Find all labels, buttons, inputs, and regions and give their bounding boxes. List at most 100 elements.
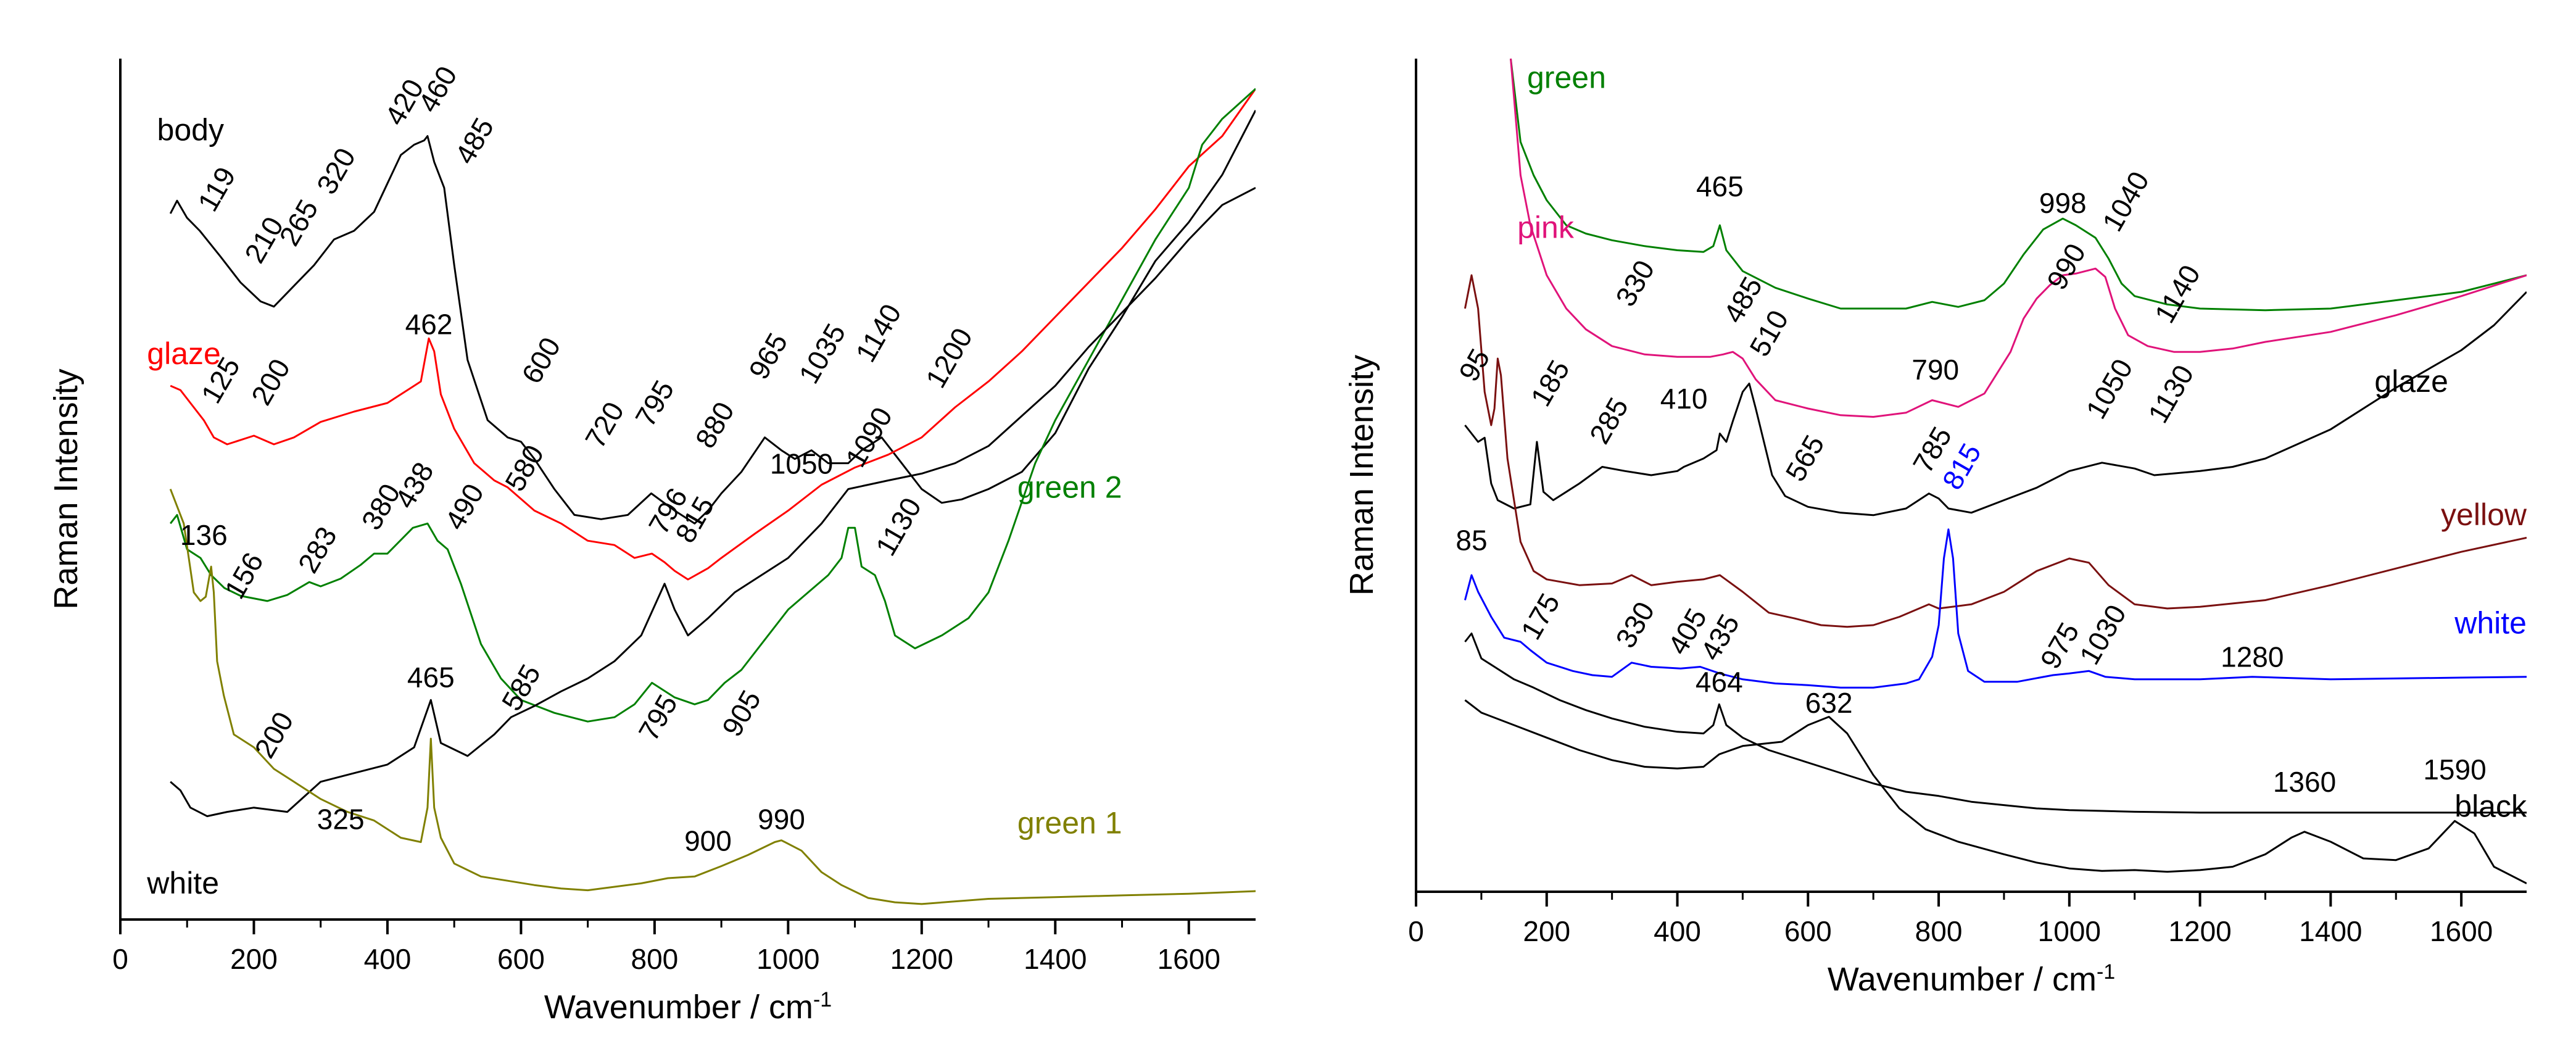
x-tick-label: 0 bbox=[1408, 915, 1424, 947]
series-line-green bbox=[1510, 58, 2527, 312]
peak-label: 465 bbox=[1696, 170, 1744, 202]
series-line-green-2 bbox=[170, 88, 1256, 723]
peak-label: 965 bbox=[742, 328, 793, 384]
series-label-green-1: green 1 bbox=[1017, 806, 1122, 841]
x-tick-label: 1200 bbox=[2168, 915, 2231, 947]
x-tick-label: 600 bbox=[1784, 915, 1832, 947]
peak-label: 1035 bbox=[792, 318, 851, 389]
peak-label: 156 bbox=[218, 547, 269, 604]
series-line-pink bbox=[1510, 58, 2527, 418]
peak-label: 1280 bbox=[2221, 641, 2284, 673]
x-tick-label: 800 bbox=[631, 943, 679, 975]
peak-label: 410 bbox=[1660, 383, 1708, 415]
peak-label: 465 bbox=[407, 661, 455, 693]
peak-label: 880 bbox=[689, 396, 740, 453]
peak-label: 1090 bbox=[839, 402, 898, 473]
peak-label: 320 bbox=[310, 143, 362, 199]
peak-label: 462 bbox=[405, 308, 453, 340]
peak-label: 990 bbox=[758, 803, 805, 836]
right-panel: 0 200 400 600 800 1000 1200 1400 1600 Wavenumber … bbox=[1343, 58, 2527, 998]
peak-label: 795 bbox=[629, 375, 680, 431]
peak-label: 136 bbox=[180, 519, 228, 551]
peak-label: 1140 bbox=[849, 299, 907, 368]
peak-label: 85 bbox=[1456, 525, 1487, 557]
x-tick-label: 1600 bbox=[1158, 943, 1220, 975]
peak-label: 330 bbox=[1609, 255, 1660, 312]
x-tick-label: 1400 bbox=[1024, 943, 1087, 975]
x-tick-label: 1600 bbox=[2430, 915, 2493, 947]
peak-label: 485 bbox=[449, 112, 500, 169]
series-label-yellow: yellow bbox=[2441, 497, 2527, 532]
peak-label: 460 bbox=[412, 60, 463, 117]
left-panel: 0 200 400 600 800 1000 1200 1400 1600 Wavenumber … bbox=[48, 59, 1256, 1026]
x-tick-label: 1400 bbox=[2299, 915, 2362, 947]
peak-label: 1040 bbox=[2096, 166, 2155, 237]
peak-label: 1050 bbox=[2079, 354, 2139, 425]
series-label-glaze: glaze bbox=[2374, 364, 2448, 399]
series-line-black bbox=[1464, 633, 2527, 814]
x-tick-label: 1200 bbox=[890, 943, 953, 975]
peak-label: 1590 bbox=[2423, 754, 2486, 786]
peak-label: 565 bbox=[1779, 430, 1830, 486]
peak-label: 95 bbox=[1452, 343, 1496, 386]
x-tick-label: 600 bbox=[497, 943, 545, 975]
x-tick-label: 1000 bbox=[756, 943, 819, 975]
peak-label: 1360 bbox=[2273, 766, 2336, 798]
series-label-glaze: glaze bbox=[147, 336, 221, 371]
peak-label: 1200 bbox=[919, 322, 979, 393]
series-line-green-1 bbox=[169, 488, 1256, 905]
series-line-white bbox=[1464, 528, 2527, 689]
peak-label: 464 bbox=[1696, 666, 1743, 698]
peak-label: 330 bbox=[1609, 596, 1660, 653]
peak-label: 285 bbox=[1583, 392, 1634, 449]
peak-label: 905 bbox=[716, 685, 767, 742]
peak-label: 200 bbox=[248, 706, 299, 763]
peak-label: 490 bbox=[439, 478, 490, 535]
peak-label: 900 bbox=[684, 824, 732, 857]
y-axis-title: Raman Intensity bbox=[1343, 355, 1380, 596]
x-tick-label: 200 bbox=[230, 943, 278, 975]
x-tick-label: 800 bbox=[1915, 915, 1963, 947]
peak-label: 580 bbox=[499, 439, 550, 496]
peak-label: 720 bbox=[579, 396, 630, 453]
x-tick-label: 1000 bbox=[2038, 915, 2101, 947]
series-label-white: white bbox=[2454, 606, 2527, 641]
peak-label: 632 bbox=[1805, 687, 1853, 719]
peak-label: 790 bbox=[1911, 354, 1959, 386]
series-line-glaze bbox=[170, 88, 1256, 581]
series-line-body bbox=[169, 110, 1256, 525]
peak-label: 998 bbox=[2039, 187, 2087, 219]
series-line-yellow bbox=[1464, 274, 2527, 628]
series-line-glaze bbox=[1464, 291, 2527, 517]
x-tick-label: 200 bbox=[1523, 915, 1570, 947]
peak-label: 119 bbox=[191, 162, 242, 217]
peak-label: 175 bbox=[1515, 588, 1566, 645]
series-label-body: body bbox=[157, 113, 224, 147]
peak-label: 1140 bbox=[2148, 259, 2206, 328]
peak-label: 1130 bbox=[2142, 359, 2200, 428]
x-axis-title: Wavenumber / cm-1 bbox=[1828, 960, 2115, 998]
x-axis-title-superscript: -1 bbox=[813, 988, 832, 1011]
x-axis-title-superscript: -1 bbox=[2097, 960, 2115, 984]
x-tick-label: 0 bbox=[112, 943, 128, 975]
x-tick-label: 400 bbox=[364, 943, 412, 975]
peak-label: 325 bbox=[317, 803, 365, 836]
y-axis-title: Raman Intensity bbox=[48, 368, 85, 609]
series-label-green-2: green 2 bbox=[1017, 470, 1122, 504]
x-axis-title: Wavenumber / cm-1 bbox=[544, 988, 832, 1026]
peak-label: 1050 bbox=[770, 447, 833, 480]
peak-label: 600 bbox=[515, 332, 566, 389]
series-label-white: white bbox=[146, 866, 219, 900]
series-label-black: black bbox=[2454, 789, 2527, 824]
series-line-white bbox=[170, 186, 1256, 818]
x-tick-label: 400 bbox=[1654, 915, 1701, 947]
peak-label: 283 bbox=[292, 521, 343, 578]
peak-label: 1130 bbox=[869, 492, 927, 561]
peak-label: 185 bbox=[1524, 355, 1575, 412]
series-line-black-2 bbox=[1464, 699, 2527, 884]
peak-label: 200 bbox=[245, 354, 296, 410]
series-label-green: green bbox=[1527, 60, 1606, 94]
series-label-pink: pink bbox=[1517, 210, 1575, 244]
